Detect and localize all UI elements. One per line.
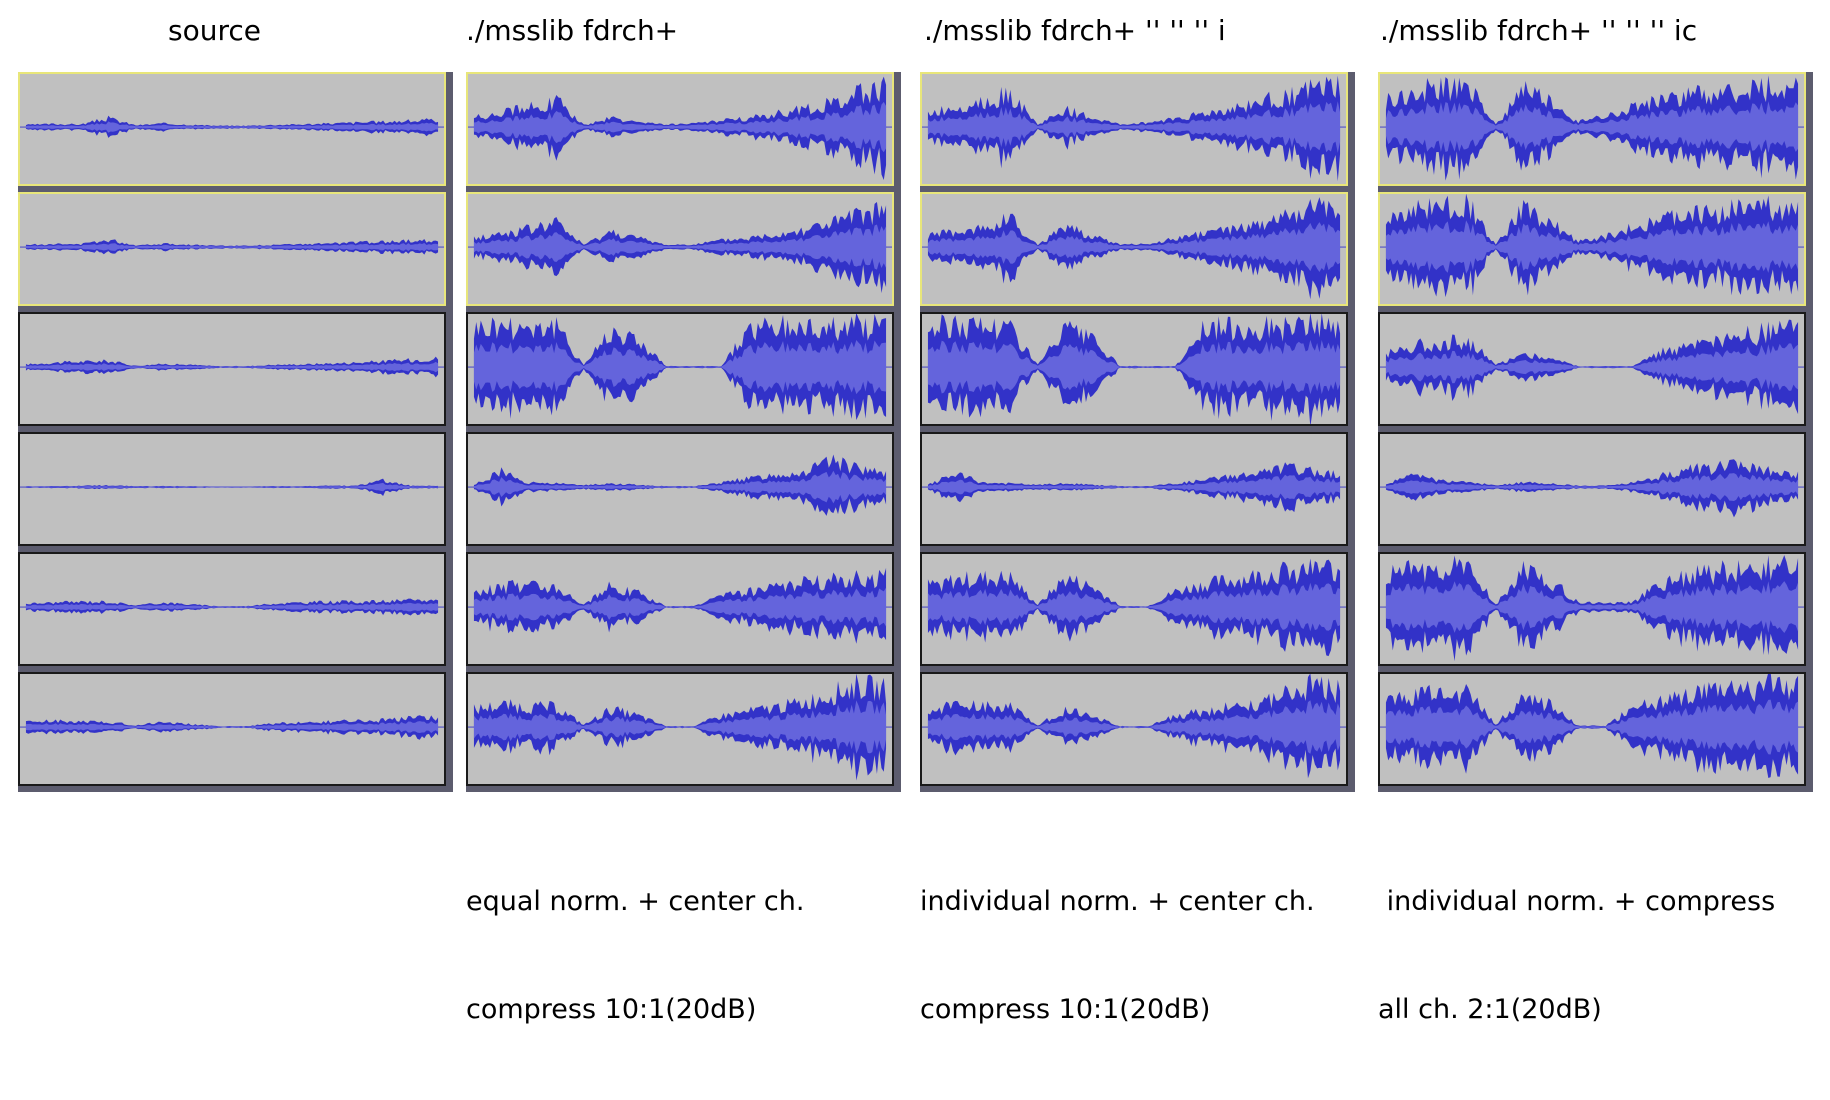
waveform-rms xyxy=(25,602,439,612)
waveform-track[interactable] xyxy=(920,552,1348,666)
waveform-track[interactable] xyxy=(920,672,1348,786)
column-source: source xyxy=(18,0,458,898)
track-stack xyxy=(920,72,1355,792)
waveform-track[interactable] xyxy=(18,672,446,786)
waveform-track[interactable] xyxy=(18,552,446,666)
waveform-rms xyxy=(1385,343,1799,391)
waveform-rms xyxy=(927,700,1341,754)
waveform-graph xyxy=(922,197,1346,300)
waveform-rms xyxy=(25,243,439,252)
column-equal-norm: ./msslib fdrch+ equal norm. + center ch.… xyxy=(466,0,906,1025)
waveform-graph xyxy=(1380,459,1804,518)
waveform-rms xyxy=(25,361,439,373)
waveform-rms xyxy=(473,101,887,153)
waveform-rms xyxy=(473,224,887,270)
waveform-rms xyxy=(1385,220,1799,274)
caption-line-2: compress 10:1(20dB) xyxy=(920,994,1211,1025)
waveform-track[interactable] xyxy=(466,672,894,786)
waveform-graph xyxy=(922,674,1346,779)
track-stack xyxy=(466,72,901,792)
column-title: ./msslib fdrch+ xyxy=(466,14,679,47)
waveform-graph xyxy=(1380,555,1804,662)
waveform-track[interactable] xyxy=(1378,312,1806,426)
waveform-rms xyxy=(927,339,1341,395)
waveform-rms xyxy=(25,121,439,133)
waveform-graph xyxy=(468,674,892,781)
column-caption: individual norm. + center ch. compress 1… xyxy=(920,812,1315,1100)
waveform-rms xyxy=(927,222,1341,273)
waveform-graph xyxy=(20,115,444,138)
waveform-graph xyxy=(922,75,1346,182)
waveform-rms xyxy=(473,340,887,395)
waveform-track[interactable] xyxy=(466,192,894,306)
waveform-peak xyxy=(927,314,1341,424)
column-title: ./msslib fdrch+ '' '' '' ic xyxy=(1380,14,1698,47)
column-caption: equal norm. + center ch. compress 10:1(2… xyxy=(466,812,804,1100)
waveform-track[interactable] xyxy=(920,432,1348,546)
caption-line-1: equal norm. + center ch. xyxy=(466,886,805,917)
waveform-track[interactable] xyxy=(18,312,446,426)
waveform-rms xyxy=(473,470,887,504)
waveform-track[interactable] xyxy=(920,312,1348,426)
waveform-track[interactable] xyxy=(466,432,894,546)
waveform-track[interactable] xyxy=(18,192,446,306)
column-title: source xyxy=(168,14,261,47)
waveform-rms xyxy=(1385,101,1799,153)
waveform-graph xyxy=(1380,75,1804,181)
waveform-graph xyxy=(468,202,892,294)
waveform-rms xyxy=(473,700,887,754)
caption-line-1: individual norm. + compress xyxy=(1378,886,1776,917)
waveform-rms xyxy=(25,721,439,733)
waveform-graph xyxy=(468,454,892,516)
waveform-rms xyxy=(473,587,887,627)
waveform-graph xyxy=(1380,674,1804,779)
waveform-track[interactable] xyxy=(18,432,446,546)
waveform-rms xyxy=(927,101,1341,153)
waveform-graph xyxy=(468,567,892,644)
waveform-rms xyxy=(25,482,439,492)
waveform-track[interactable] xyxy=(18,72,446,186)
waveform-track[interactable] xyxy=(466,72,894,186)
waveform-track[interactable] xyxy=(1378,672,1806,786)
track-stack xyxy=(1378,72,1813,792)
waveform-graph xyxy=(1380,194,1804,298)
caption-line-2: compress 10:1(20dB) xyxy=(466,994,757,1025)
track-stack xyxy=(18,72,453,792)
waveform-graph xyxy=(1380,319,1804,415)
waveform-graph xyxy=(922,314,1346,424)
caption-line-1: individual norm. + center ch. xyxy=(920,886,1315,917)
column-caption xyxy=(18,812,70,1028)
waveform-graph xyxy=(20,478,444,496)
waveform-track[interactable] xyxy=(1378,552,1806,666)
waveform-graph xyxy=(922,462,1346,513)
waveform-peak xyxy=(473,567,887,644)
waveform-graph xyxy=(20,238,444,255)
waveform-graph xyxy=(20,356,444,378)
waveform-peak xyxy=(1385,459,1799,518)
waveform-track[interactable] xyxy=(1378,432,1806,546)
waveform-track[interactable] xyxy=(1378,72,1806,186)
waveform-rms xyxy=(1385,699,1799,755)
waveform-rms xyxy=(927,474,1341,500)
caption-line-2: all ch. 2:1(20dB) xyxy=(1378,994,1602,1025)
waveform-rms xyxy=(1385,473,1799,501)
waveform-graph xyxy=(922,558,1346,657)
waveform-track[interactable] xyxy=(466,552,894,666)
waveform-rms xyxy=(1385,581,1799,634)
waveform-peak xyxy=(1385,674,1799,779)
waveform-graph xyxy=(468,76,892,180)
waveform-track[interactable] xyxy=(920,192,1348,306)
column-title: ./msslib fdrch+ '' '' '' i xyxy=(924,14,1226,47)
waveform-track[interactable] xyxy=(920,72,1348,186)
waveform-graph xyxy=(468,314,892,420)
waveform-track[interactable] xyxy=(1378,192,1806,306)
waveform-graph xyxy=(20,598,444,616)
column-individual-compress: ./msslib fdrch+ '' '' '' ic individual n… xyxy=(1378,0,1818,1025)
waveform-graph xyxy=(20,715,444,740)
waveform-track[interactable] xyxy=(466,312,894,426)
column-caption: individual norm. + compress all ch. 2:1(… xyxy=(1378,812,1775,1100)
waveform-rms xyxy=(927,582,1341,632)
column-individual-norm: ./msslib fdrch+ '' '' '' i individual no… xyxy=(920,0,1360,1025)
waveform-peak xyxy=(25,715,439,740)
